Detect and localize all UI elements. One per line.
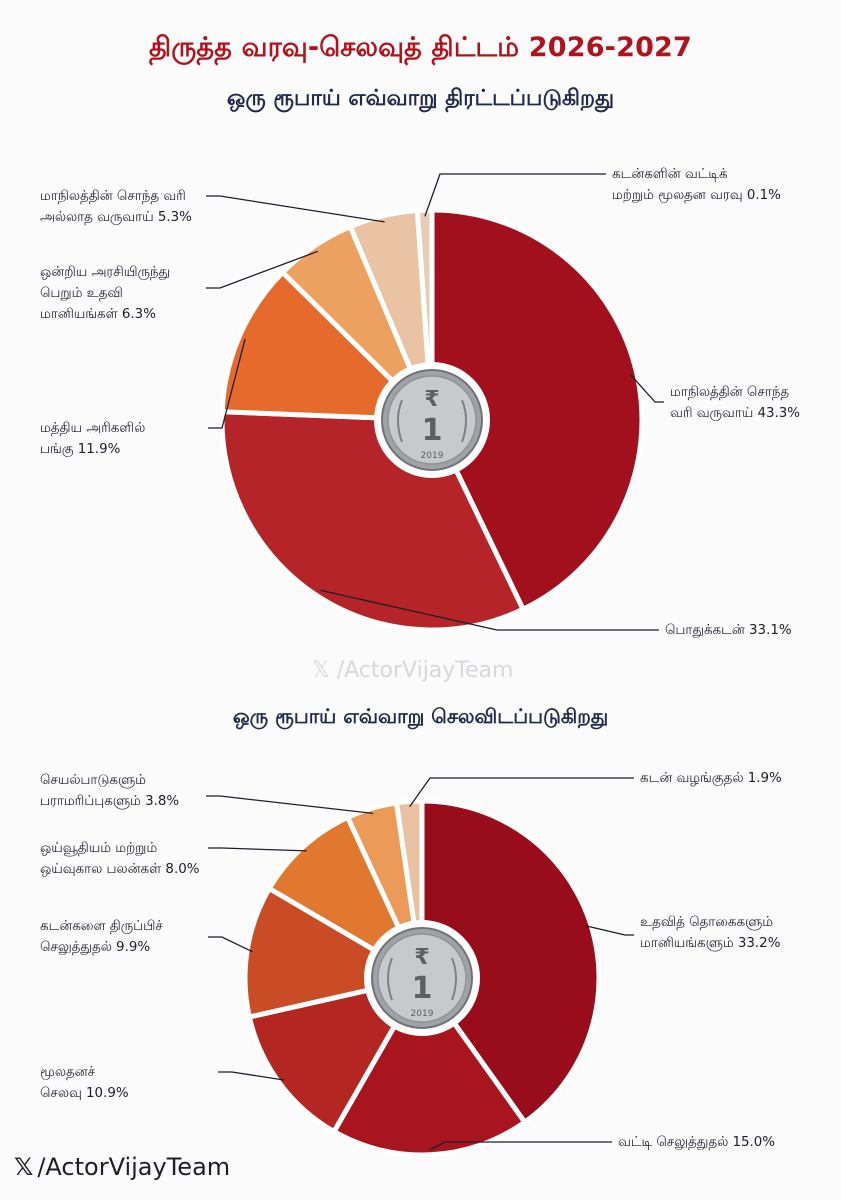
slice-label-line: ஒய்வுகால பலன்கள் 8.0% xyxy=(40,862,200,877)
coin-denomination: 1 xyxy=(422,413,443,448)
slice-label: பொதுக்கடன் 33.1% xyxy=(665,620,792,641)
slice-label-line: அல்லாத வருவாய் 5.3% xyxy=(40,210,192,225)
slice-label-line: செலவு 10.9% xyxy=(40,1086,129,1101)
leader-line xyxy=(208,847,307,852)
slice-label-line: பங்கு 11.9% xyxy=(40,442,121,457)
slice-label-line: மாநிலத்தின் சொந்த xyxy=(670,385,790,400)
leader-line xyxy=(218,1071,284,1081)
slice-label: உதவித் தொகைகளும் மானியங்களும் 33.2% xyxy=(640,912,780,954)
slice-label-line: பொதுக்கடன் 33.1% xyxy=(665,623,792,638)
pie-chart-2: ₹1 2019 xyxy=(206,777,634,1158)
slice-label-line: ஒய்வூதியம் மற்றும் xyxy=(40,841,158,856)
x-logo-icon: 𝕏 xyxy=(14,1153,34,1181)
leader-line xyxy=(206,795,374,815)
leader-line xyxy=(585,925,634,936)
leader-line xyxy=(409,777,634,808)
slice-label-line: கடன்களின் வட்டிக் xyxy=(612,167,728,182)
coin-denomination: 1 xyxy=(412,971,433,1006)
slice-label: வட்டி செலுத்துதல் 15.0% xyxy=(618,1132,775,1153)
pie-slice xyxy=(219,269,435,423)
slice-label: மூலதனச் செலவு 10.9% xyxy=(40,1062,129,1104)
slice-label-line: மானியங்கள் 6.3% xyxy=(40,307,156,322)
coin-symbol: ₹ xyxy=(424,387,439,412)
slice-label: ஒன்றிய அரசியிருந்து பெறும் உதவி மானியங்கள்… xyxy=(40,262,170,325)
slice-label-line: பெறும் உதவி xyxy=(40,286,123,301)
slice-label: கடன்களை திருப்பிச் செலுத்துதல் 9.9% xyxy=(40,916,163,958)
slice-label-line: மத்திய அரிகளில் xyxy=(40,421,146,436)
pie-chart-1: ₹1 2019 xyxy=(206,173,664,633)
leader-line xyxy=(208,936,253,953)
slice-label-line: மற்றும் மூலதன வரவு 0.1% xyxy=(612,188,781,203)
slice-label: செயல்பாடுகளும் பராமரிப்புகளும் 3.8% xyxy=(40,770,179,812)
slice-label-line: கடன் வழங்குதல் 1.9% xyxy=(640,771,782,786)
pie-slice xyxy=(419,798,602,1125)
leader-line xyxy=(208,338,246,429)
slice-label-line: கடன்களை திருப்பிச் xyxy=(40,919,163,934)
rupee-coin-icon: ₹1 2019 xyxy=(374,362,490,478)
pie-slice xyxy=(331,975,528,1158)
slice-label: மாநிலத்தின் சொந்த வரி வருவாய் 43.3% xyxy=(670,382,800,424)
slice-label-line: மாநிலத்தின் சொந்த வரி xyxy=(40,189,186,204)
slice-label-line: மூலதனச் xyxy=(40,1065,96,1080)
slice-label: மத்திய அரிகளில் பங்கு 11.9% xyxy=(40,418,145,460)
slice-label: கடன்களின் வட்டிக் மற்றும் மூலதன வரவு 0.1% xyxy=(612,164,781,206)
slice-label-line: ஒன்றிய அரசியிருந்து xyxy=(40,265,171,280)
slice-label-line: வட்டி செலுத்துதல் 15.0% xyxy=(618,1135,775,1150)
leader-line xyxy=(424,173,606,217)
coin-symbol: ₹ xyxy=(414,945,429,970)
slice-label-line: பராமரிப்புகளும் 3.8% xyxy=(40,794,180,809)
leader-line xyxy=(430,1141,612,1151)
leader-line xyxy=(206,250,319,289)
pie-slice xyxy=(429,207,645,612)
slice-label: ஒய்வூதியம் மற்றும் ஒய்வுகால பலன்கள் 8.0% xyxy=(40,838,199,880)
footer-handle-text: /ActorVijayTeam xyxy=(37,1153,231,1181)
slice-label-line: வரி வருவாய் 43.3% xyxy=(670,406,801,421)
leader-line xyxy=(630,374,664,403)
slice-label-line: மானியங்களும் 33.2% xyxy=(640,936,781,951)
slice-label-line: செயல்பாடுகளும் xyxy=(40,773,146,788)
slice-label: கடன் வழங்குதல் 1.9% xyxy=(640,768,782,789)
coin-year: 2019 xyxy=(411,1009,434,1019)
page-title: திருத்த வரவு-செலவுத் திட்டம் 2026-2027 xyxy=(148,32,693,63)
watermark-handle: 𝕏 /ActorVijayTeam xyxy=(312,658,514,683)
slice-label: மாநிலத்தின் சொந்த வரி அல்லாத வருவாய் 5.3% xyxy=(40,186,192,228)
leader-line xyxy=(320,589,659,631)
rupee-coin-icon: ₹1 2019 xyxy=(364,920,480,1036)
footer-handle: 𝕏/ActorVijayTeam xyxy=(14,1153,230,1181)
slice-label-line: உதவித் தொகைகளும் xyxy=(640,915,774,930)
slice-label-line: செலுத்துதல் 9.9% xyxy=(40,940,151,955)
expenditure-chart-title: ஒரு ரூபாய் எவ்வாறு செலவிடப்படுகிறது xyxy=(232,704,609,728)
coin-year: 2019 xyxy=(421,451,444,461)
leader-line xyxy=(206,195,385,223)
revenue-chart-title: ஒரு ரூபாய் எவ்வாறு திரட்டப்படுகிறது xyxy=(226,86,615,111)
